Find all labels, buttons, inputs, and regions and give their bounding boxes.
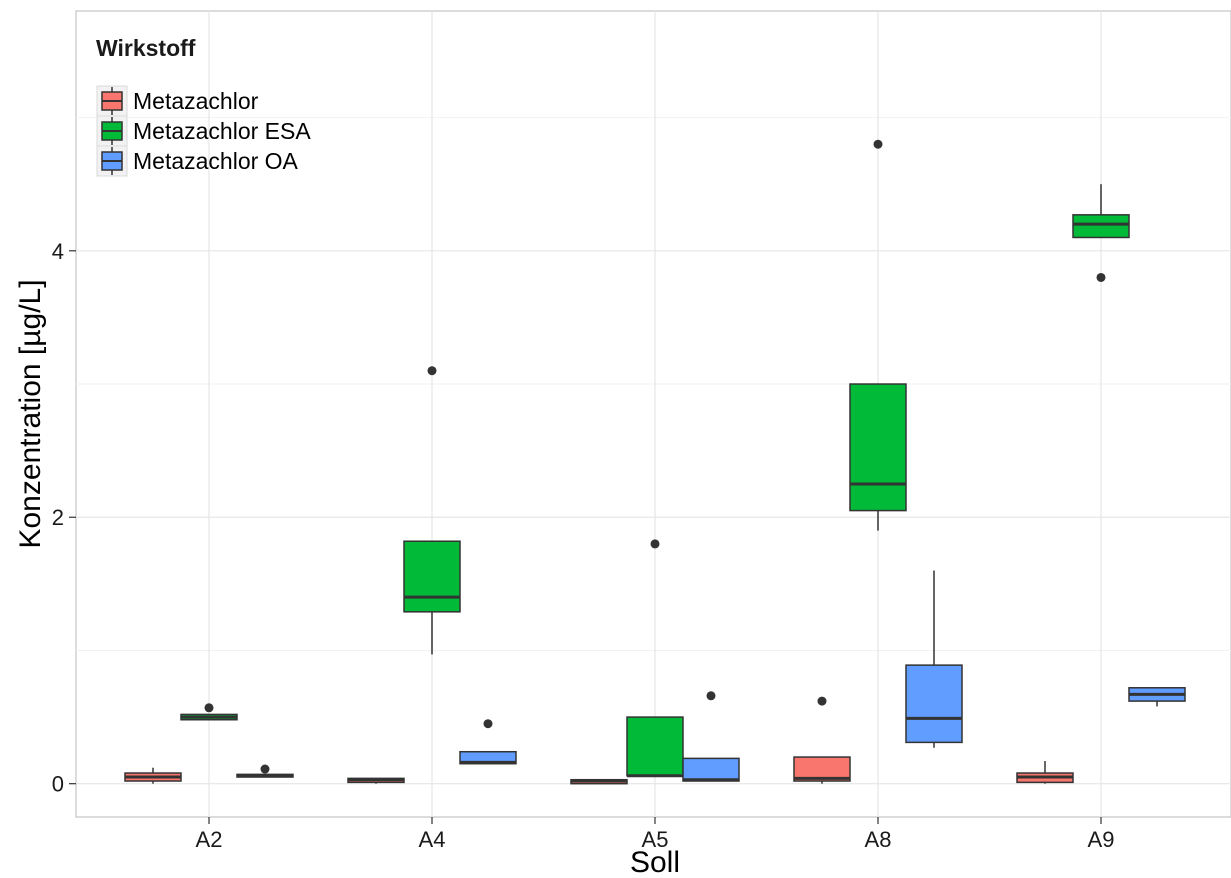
box-body — [849, 383, 907, 512]
x-tick-label: A4 — [419, 827, 446, 852]
outlier-point — [650, 539, 660, 549]
box-A5-metazachlor-oa — [682, 691, 740, 782]
legend-title: Wirkstoff — [96, 35, 196, 61]
y-axis-title: Konzentration [µg/L] — [14, 279, 47, 548]
outlier-point — [706, 691, 716, 701]
legend-item: Metazachlor OA — [96, 145, 299, 177]
x-tick-label: A9 — [1088, 827, 1115, 852]
box-A2-metazachlor-esa — [180, 703, 238, 721]
outlier-point — [873, 139, 883, 149]
box-A8-metazachlor — [793, 696, 851, 784]
legend-label: Metazachlor — [133, 88, 259, 114]
legend-label: Metazachlor ESA — [133, 118, 311, 144]
y-tick-label: 2 — [52, 505, 64, 530]
box-A8-metazachlor-oa — [905, 570, 963, 748]
box-A9-metazachlor-esa — [1072, 184, 1130, 282]
x-tick-label: A5 — [642, 827, 669, 852]
outlier-point — [204, 703, 214, 713]
box-A4-metazachlor — [347, 777, 405, 784]
box-body — [905, 664, 963, 744]
x-tick-label: A8 — [865, 827, 892, 852]
box-A5-metazachlor-esa — [626, 539, 684, 778]
box-A5-metazachlor — [570, 778, 628, 785]
outlier-point — [483, 719, 493, 729]
x-tick-label: A2 — [196, 827, 223, 852]
box-A4-metazachlor-oa — [459, 719, 517, 765]
legend-item: Metazachlor ESA — [96, 115, 311, 147]
outlier-point — [260, 764, 270, 774]
outlier-point — [1096, 272, 1106, 282]
panel-background — [75, 10, 1231, 818]
legend-label: Metazachlor OA — [133, 148, 299, 174]
box-A9-metazachlor-oa — [1128, 687, 1186, 707]
legend: Wirkstoff Metazachlor Metazachlor ESA Meta… — [96, 35, 311, 177]
boxes — [124, 139, 1186, 785]
box-A4-metazachlor-esa — [403, 366, 461, 655]
outlier-point — [817, 696, 827, 706]
box-A9-metazachlor — [1016, 761, 1074, 784]
box-body — [682, 757, 740, 782]
x-axis-title: Soll — [630, 846, 680, 878]
box-body — [626, 716, 684, 777]
box-A2-metazachlor-oa — [236, 764, 294, 778]
box-body — [1072, 214, 1130, 239]
box-A2-metazachlor — [124, 767, 182, 784]
box-body — [793, 756, 851, 782]
box-A8-metazachlor-esa — [849, 139, 907, 531]
y-tick-label: 4 — [52, 239, 64, 264]
legend-item: Metazachlor — [96, 85, 259, 117]
box-body — [403, 540, 461, 613]
axes: 0 2 4 A2 A4 A5 A8 A9 — [52, 239, 1115, 852]
outlier-point — [427, 366, 437, 376]
y-tick-label: 0 — [52, 772, 64, 797]
